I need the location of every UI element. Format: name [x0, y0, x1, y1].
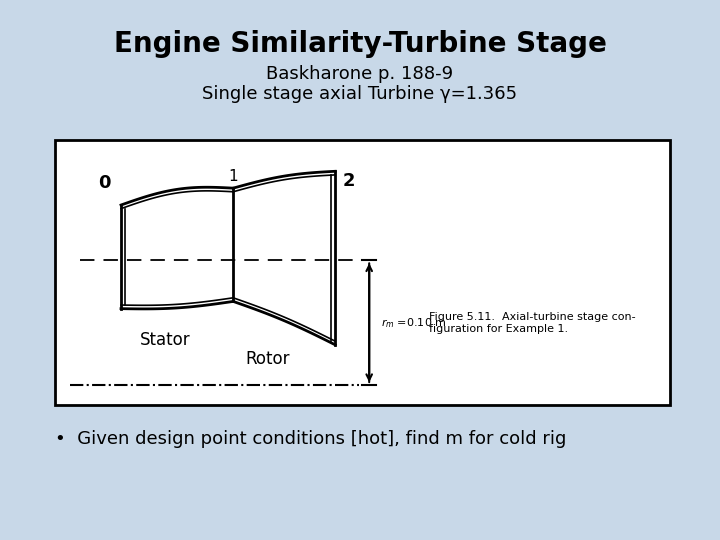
Text: 2: 2 [343, 172, 355, 190]
Text: Engine Similarity-Turbine Stage: Engine Similarity-Turbine Stage [114, 30, 606, 58]
Bar [55, 140, 670, 405]
Text: Rotor: Rotor [245, 350, 289, 368]
Text: $r_m$ =0.10 m: $r_m$ =0.10 m [381, 316, 447, 329]
Text: 1: 1 [228, 168, 238, 184]
Text: Single stage axial Turbine γ=1.365: Single stage axial Turbine γ=1.365 [202, 85, 518, 103]
Text: •  Given design point conditions [hot], find m for cold rig: • Given design point conditions [hot], f… [55, 430, 567, 448]
Text: Baskharone p. 188-9: Baskharone p. 188-9 [266, 65, 454, 83]
Text: Stator: Stator [140, 331, 191, 349]
Text: Figure 5.11.  Axial-turbine stage con-
figuration for Example 1.: Figure 5.11. Axial-turbine stage con- fi… [429, 312, 636, 334]
Text: 0: 0 [98, 174, 110, 192]
